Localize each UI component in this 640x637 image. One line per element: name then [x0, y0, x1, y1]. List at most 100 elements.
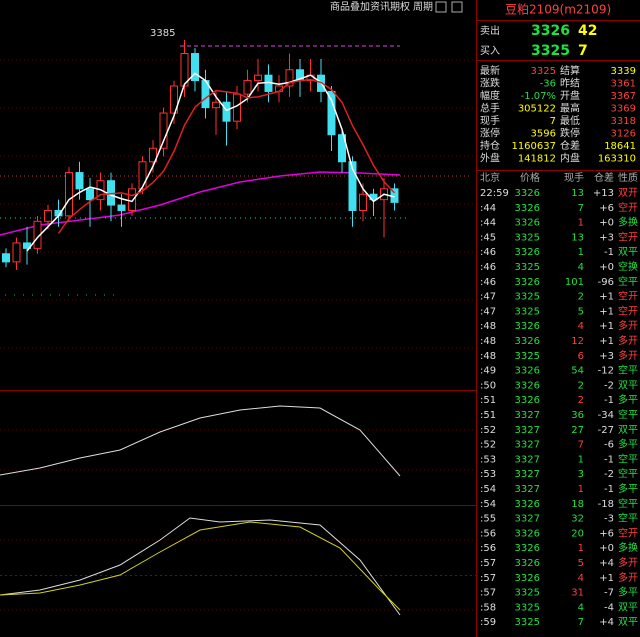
- tick-cell: :52: [480, 425, 496, 436]
- tick-cell: 1: [578, 484, 584, 495]
- candle-body: [128, 188, 136, 211]
- quote-value: 7: [550, 116, 556, 127]
- ma-line: [26, 72, 395, 252]
- tick-cell: :53: [480, 469, 496, 480]
- tick-cell: :56: [480, 543, 496, 554]
- tick-cell: 空换: [618, 260, 638, 273]
- candle-body: [254, 74, 262, 82]
- tick-cell: 多平: [618, 586, 638, 599]
- tick-cell: 双平: [618, 424, 638, 436]
- quote-label: 结算: [560, 64, 580, 77]
- tick-cell: +6: [599, 203, 614, 214]
- tick-cell: 4: [578, 262, 584, 273]
- tick-cell: 空平: [618, 497, 638, 510]
- tick-cell: 3326: [515, 573, 540, 584]
- tick-cell: +3: [599, 351, 614, 362]
- quote-label: 最低: [560, 114, 580, 127]
- tick-cell: +1: [599, 573, 614, 584]
- quote-value: 3369: [611, 104, 636, 115]
- tick-cell: 3327: [515, 440, 540, 451]
- quote-value: -36: [540, 79, 556, 90]
- bid-price: 3325: [531, 43, 570, 59]
- tick-cell: 3327: [515, 410, 540, 421]
- menu-item[interactable]: 商品叠加: [330, 0, 370, 13]
- menu-item[interactable]: 周期: [413, 1, 433, 13]
- tick-cell: -18: [598, 499, 614, 510]
- tick-cell: 1: [578, 543, 584, 554]
- tick-cell: :57: [480, 573, 496, 584]
- tick-cell: 101: [565, 277, 584, 288]
- tick-cell: 空开: [618, 290, 638, 303]
- candle-body: [86, 188, 94, 201]
- tick-cell: +0: [599, 543, 614, 554]
- tick-cell: 32: [571, 514, 584, 525]
- tick-cell: 1: [578, 247, 584, 258]
- tick-cell: 3326: [515, 336, 540, 347]
- tick-cell: 3326: [515, 528, 540, 539]
- quote-value: 141812: [518, 154, 556, 165]
- tick-cell: 4: [578, 602, 584, 613]
- tick-cell: 多平: [618, 438, 638, 451]
- tick-cell: :51: [480, 395, 496, 406]
- candle-body: [2, 253, 10, 263]
- quote-label: 总手: [480, 102, 500, 115]
- candle-body: [243, 80, 252, 95]
- bid-vol: 7: [578, 43, 588, 59]
- candle-body: [65, 172, 73, 217]
- candle-body: [191, 53, 199, 82]
- candle-body: [149, 147, 157, 163]
- tick-cell: 3325: [515, 232, 540, 243]
- tick-cell: 3325: [515, 351, 540, 362]
- tick-cell: 多开: [618, 319, 638, 332]
- tick-cell: 多换: [618, 216, 638, 229]
- tick-cell: 空平: [618, 467, 638, 480]
- ask-price: 3326: [531, 23, 570, 39]
- tick-cell: 双平: [618, 246, 638, 258]
- table-header: 现手: [564, 171, 584, 184]
- tick-cell: 1: [578, 454, 584, 465]
- icon-button[interactable]: [451, 1, 463, 13]
- tick-cell: +0: [599, 262, 614, 273]
- tick-cell: 空平: [618, 452, 638, 465]
- tick-cell: 31: [571, 588, 584, 599]
- tick-cell: 3326: [515, 218, 540, 229]
- tick-cell: -1: [604, 484, 614, 495]
- candle-body: [117, 204, 126, 211]
- ma-line: [57, 78, 396, 234]
- tick-cell: 3325: [515, 262, 540, 273]
- menu-item[interactable]: 资讯期权: [370, 0, 410, 13]
- tick-cell: 3327: [515, 469, 540, 480]
- table-header: 价格: [520, 171, 540, 184]
- tick-cell: :47: [480, 292, 496, 303]
- label: 卖出: [480, 24, 500, 37]
- table-header: 仓差: [594, 171, 614, 184]
- tick-cell: 3325: [515, 292, 540, 303]
- tick-cell: 18: [571, 499, 584, 510]
- tick-cell: 多开: [618, 334, 638, 347]
- tick-cell: +13: [593, 188, 614, 199]
- tick-cell: 3326: [515, 188, 540, 199]
- tick-cell: 22:59: [480, 188, 509, 199]
- icon-button[interactable]: [435, 1, 447, 13]
- quote-label: 昨结: [560, 77, 580, 90]
- tick-cell: 2: [578, 292, 584, 303]
- quote-label: 幅度: [480, 89, 500, 102]
- candle-body: [75, 172, 84, 190]
- candle-body: [12, 242, 21, 263]
- tick-cell: 多平: [618, 393, 638, 406]
- tick-cell: :56: [480, 528, 496, 539]
- tick-cell: :46: [480, 247, 496, 258]
- tick-cell: -96: [598, 277, 614, 288]
- candle-body: [348, 161, 357, 211]
- tick-cell: 3326: [515, 247, 540, 258]
- candle-body: [170, 85, 178, 114]
- tick-cell: -27: [598, 425, 614, 436]
- tick-cell: :52: [480, 440, 496, 451]
- tick-cell: 13: [571, 232, 584, 243]
- tick-cell: :48: [480, 321, 496, 332]
- tick-cell: :59: [480, 617, 496, 628]
- tick-cell: 空平: [618, 408, 638, 421]
- tick-cell: +0: [599, 218, 614, 229]
- tick-cell: 空平: [618, 364, 638, 377]
- tick-cell: 双开: [618, 187, 638, 199]
